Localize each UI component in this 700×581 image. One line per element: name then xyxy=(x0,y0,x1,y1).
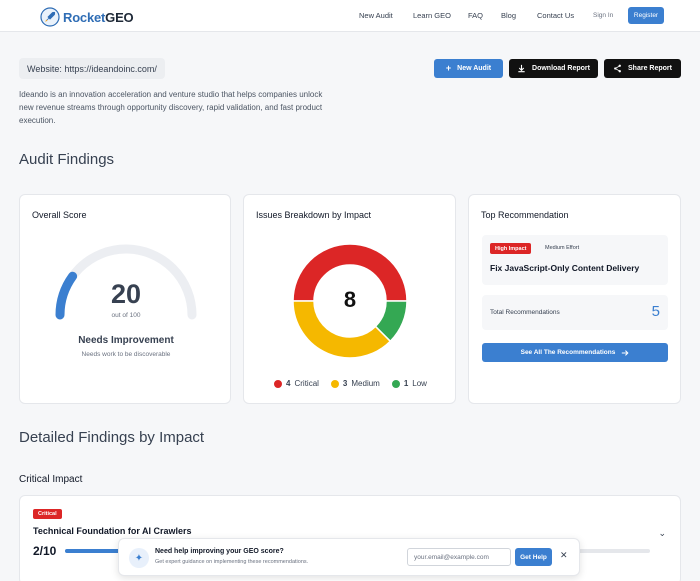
issues-total: 8 xyxy=(343,287,357,312)
donut-slice-critical xyxy=(292,243,408,302)
overall-score-title: Overall Score xyxy=(32,210,87,220)
share-icon xyxy=(614,64,621,73)
download-report-label: Download Report xyxy=(532,65,590,72)
toast-title: Need help improving your GEO score? xyxy=(155,548,284,555)
see-all-recommendations-button[interactable]: See All The Recommendations xyxy=(482,343,668,362)
logo-text-rocket: Rocket xyxy=(63,9,106,25)
website-chip: Website: https://ideandoinc.com/ xyxy=(19,58,165,79)
effort-label: Medium Effort xyxy=(545,245,580,251)
legend-medium-label: Medium xyxy=(351,379,380,388)
critical-dot-icon xyxy=(274,379,283,388)
legend-medium: 3 Medium xyxy=(330,379,380,388)
gauge-fill xyxy=(55,271,78,320)
chevron-down-icon[interactable]: ⌄ xyxy=(658,528,666,538)
donut-slice-medium xyxy=(292,300,392,359)
high-impact-badge: High Impact xyxy=(490,243,532,254)
overall-score-value: 20 xyxy=(110,279,142,309)
nav-link-new-audit[interactable]: New Audit xyxy=(359,11,393,20)
detailed-findings-heading: Detailed Findings by Impact xyxy=(19,429,205,446)
nav-link-learn-geo[interactable]: Learn GEO xyxy=(413,11,451,20)
legend-critical-count: 4 xyxy=(286,379,291,388)
critical-impact-heading: Critical Impact xyxy=(19,474,83,485)
close-icon[interactable]: ✕ xyxy=(560,550,568,560)
score-status-sub: Needs work to be discoverable xyxy=(81,351,171,358)
logo-text-geo: GEO xyxy=(105,9,134,25)
logo[interactable]: RocketGEO xyxy=(40,7,134,27)
legend-low-count: 1 xyxy=(403,379,409,388)
issues-donut-chart xyxy=(292,243,408,359)
critical-badge: Critical xyxy=(33,509,62,519)
medium-dot-icon xyxy=(330,379,339,388)
email-input[interactable] xyxy=(407,548,511,566)
plus-icon: + xyxy=(445,63,452,73)
recommendation-box[interactable]: High Impact Medium Effort Fix JavaScript… xyxy=(482,235,668,285)
sparkle-icon: ✦ xyxy=(129,548,149,568)
issues-breakdown-card: Issues Breakdown by Impact 8 4 Critical 3… xyxy=(243,194,456,404)
nav-link-blog[interactable]: Blog xyxy=(501,11,517,20)
register-button[interactable]: Register xyxy=(628,7,664,24)
rocket-logo-icon xyxy=(40,7,60,27)
download-report-button[interactable]: Download Report xyxy=(509,59,598,78)
new-audit-button[interactable]: + New Audit xyxy=(434,59,503,78)
sign-in-link[interactable]: Sign In xyxy=(593,12,614,19)
new-audit-label: New Audit xyxy=(457,65,492,72)
finding-score: 2/10 xyxy=(33,544,57,558)
legend-critical: 4 Critical xyxy=(274,379,319,388)
help-toast: ✦ Need help improving your GEO score? Ge… xyxy=(118,538,580,576)
see-all-label: See All The Recommendations xyxy=(520,349,616,356)
total-recommendations-label: Total Recommendations xyxy=(490,309,560,316)
top-recommendation-card: Top Recommendation High Impact Medium Ef… xyxy=(468,194,681,404)
issues-legend: 4 Critical 3 Medium 1 Low xyxy=(244,379,457,388)
nav-link-faq[interactable]: FAQ xyxy=(468,11,484,20)
arrow-right-icon xyxy=(622,349,629,356)
overall-score-card: Overall Score 20 out of 100 Needs Improv… xyxy=(19,194,231,404)
issues-breakdown-title: Issues Breakdown by Impact xyxy=(256,210,372,220)
top-recommendation-title: Top Recommendation xyxy=(481,210,569,220)
score-out-of: out of 100 xyxy=(111,312,141,319)
total-recommendations-count: 5 xyxy=(651,303,660,320)
share-report-button[interactable]: Share Report xyxy=(604,59,681,78)
total-recommendations-box: Total Recommendations 5 xyxy=(482,295,668,330)
score-status: Needs Improvement xyxy=(78,335,174,346)
download-icon xyxy=(518,64,525,73)
legend-low-label: Low xyxy=(412,379,427,388)
legend-medium-count: 3 xyxy=(342,379,348,388)
top-nav: RocketGEO New Audit Learn GEO FAQ Blog C… xyxy=(0,0,700,32)
finding-title: Technical Foundation for AI Crawlers xyxy=(33,526,192,536)
site-description: Ideando is an innovation acceleration an… xyxy=(19,90,323,126)
share-report-label: Share Report xyxy=(628,65,672,72)
legend-low: 1 Low xyxy=(391,379,427,388)
legend-critical-label: Critical xyxy=(294,379,319,388)
audit-findings-heading: Audit Findings xyxy=(19,151,115,168)
toast-subtitle: Get expert guidance on implementing thes… xyxy=(155,559,309,565)
nav-link-contact-us[interactable]: Contact Us xyxy=(537,11,575,20)
get-help-button[interactable]: Get Help xyxy=(515,548,552,566)
score-gauge xyxy=(55,244,197,320)
low-dot-icon xyxy=(391,379,400,388)
recommendation-title: Fix JavaScript-Only Content Delivery xyxy=(490,263,640,273)
